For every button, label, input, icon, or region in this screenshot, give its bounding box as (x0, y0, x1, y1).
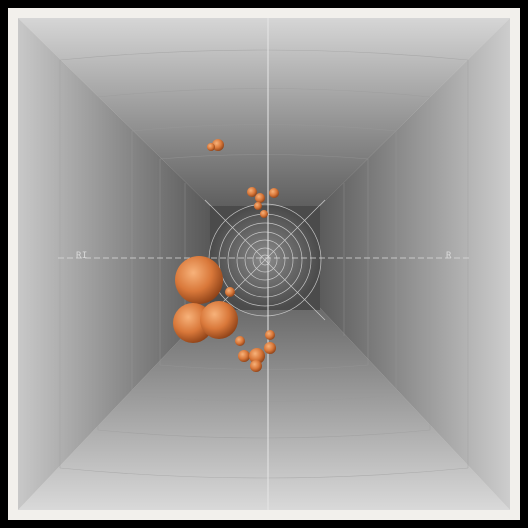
left-wall (18, 18, 212, 510)
ceiling (18, 18, 510, 208)
left-axis-label: RI (76, 251, 88, 261)
orange-spheres (173, 139, 279, 372)
right-wall (318, 18, 510, 510)
floor (18, 308, 510, 510)
right-axis-label: R (446, 251, 452, 261)
wall-lines (59, 49, 469, 479)
